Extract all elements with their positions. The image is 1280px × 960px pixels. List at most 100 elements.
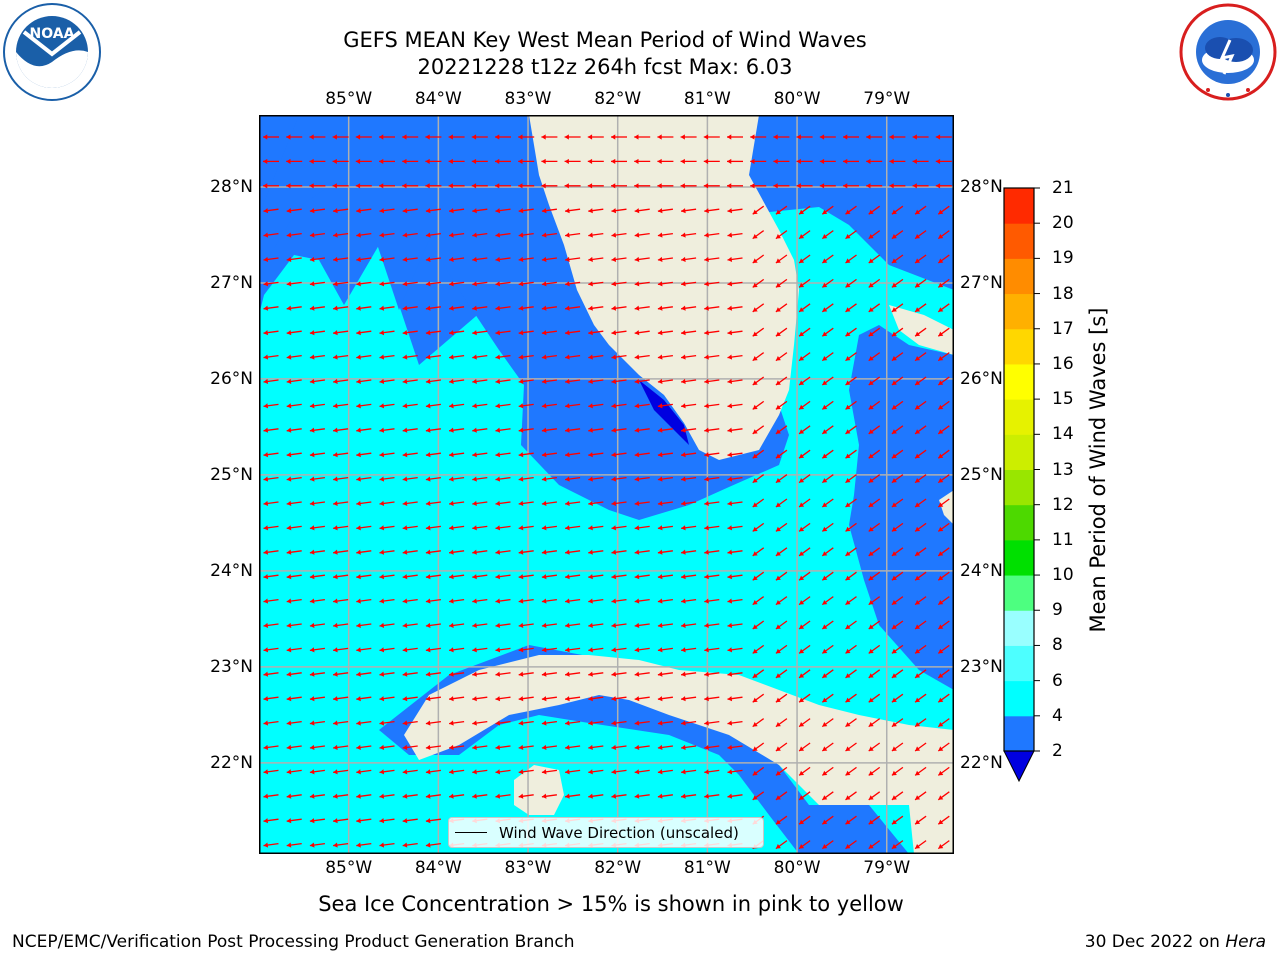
wind-wave-arrow	[727, 427, 743, 433]
wind-wave-arrow	[332, 158, 349, 164]
wind-wave-arrow	[402, 818, 418, 824]
wind-wave-arrow	[937, 693, 950, 703]
wind-wave-arrow	[611, 452, 627, 458]
wind-wave-arrow	[704, 232, 720, 238]
wind-wave-arrow	[727, 378, 743, 384]
wind-wave-arrow	[263, 500, 279, 506]
wind-wave-arrow	[657, 256, 673, 262]
wind-wave-arrow	[868, 327, 881, 337]
wind-wave-arrow	[588, 305, 604, 311]
wind-wave-arrow	[425, 574, 441, 580]
wind-wave-arrow	[912, 183, 929, 189]
wind-wave-arrow	[472, 305, 488, 311]
wind-wave-arrow	[657, 281, 673, 287]
wind-wave-arrow	[868, 791, 881, 801]
wind-wave-arrow	[611, 744, 627, 750]
wind-wave-arrow	[843, 183, 859, 189]
wind-wave-arrow	[657, 793, 673, 799]
wind-wave-arrow	[681, 696, 697, 702]
wind-wave-arrow	[798, 254, 811, 264]
wind-wave-arrow	[495, 500, 511, 506]
wind-wave-arrow	[611, 476, 627, 482]
wind-wave-arrow	[356, 232, 372, 238]
wind-wave-arrow	[588, 549, 604, 555]
wind-wave-arrow	[356, 769, 372, 775]
wind-wave-arrow	[937, 742, 950, 752]
wind-wave-arrow	[379, 598, 395, 604]
wind-wave-arrow	[704, 281, 720, 287]
wind-wave-arrow	[611, 671, 627, 677]
wind-wave-arrow	[634, 378, 650, 384]
wind-wave-arrow	[286, 793, 302, 799]
wind-wave-arrow	[379, 842, 395, 848]
colorbar-tick: 10	[1052, 565, 1074, 586]
wind-wave-arrow	[518, 696, 534, 702]
wind-wave-arrow	[891, 596, 904, 606]
wind-wave-arrow	[518, 232, 534, 238]
wind-wave-arrow	[681, 598, 697, 604]
lat-tick-left: 22°N	[210, 752, 253, 773]
wind-wave-arrow	[775, 718, 788, 728]
wind-wave-arrow	[402, 354, 418, 360]
wind-wave-arrow	[425, 476, 441, 482]
lat-tick-left: 27°N	[210, 272, 253, 293]
wind-wave-arrow	[495, 622, 511, 628]
wind-wave-arrow	[518, 793, 534, 799]
wind-wave-arrow	[798, 840, 811, 850]
wind-wave-arrow	[565, 403, 581, 409]
wind-wave-arrow	[356, 500, 372, 506]
wind-wave-arrow	[588, 476, 604, 482]
wind-wave-arrow	[518, 158, 535, 164]
wind-wave-arrow	[425, 622, 441, 628]
colorbar-tick: 13	[1052, 459, 1074, 480]
lon-tick-top: 85°W	[325, 89, 373, 109]
wind-wave-arrow	[752, 449, 765, 459]
wind-wave-arrow	[775, 376, 788, 386]
wind-wave-arrow	[704, 208, 720, 214]
wind-wave-arrow	[449, 403, 465, 409]
wind-wave-arrow	[704, 476, 720, 482]
wind-wave-arrow	[588, 354, 604, 360]
wind-wave-arrow	[634, 525, 650, 531]
wind-wave-arrow	[937, 254, 950, 264]
wind-wave-arrow	[821, 376, 834, 386]
wind-wave-arrow	[309, 476, 325, 482]
wind-wave-arrow	[518, 500, 534, 506]
date-host: Hera	[1225, 932, 1266, 952]
wind-wave-arrow	[425, 818, 441, 824]
wind-wave-arrow	[402, 525, 418, 531]
wind-wave-arrow	[704, 403, 720, 409]
wind-wave-arrow	[472, 769, 488, 775]
wind-wave-arrow	[775, 498, 788, 508]
wind-wave-arrow	[634, 744, 650, 750]
wind-wave-arrow	[681, 500, 697, 506]
wind-wave-arrow	[611, 622, 627, 628]
wind-wave-arrow	[727, 549, 743, 555]
wind-wave-arrow	[541, 671, 557, 677]
wind-wave-arrow	[775, 547, 788, 557]
wind-wave-arrow	[565, 452, 581, 458]
wind-wave-arrow	[402, 744, 418, 750]
wind-wave-arrow	[286, 769, 302, 775]
wind-wave-arrow	[657, 720, 673, 726]
wind-wave-arrow	[518, 208, 534, 214]
wind-wave-arrow	[518, 574, 534, 580]
wind-wave-arrow	[634, 598, 650, 604]
wind-wave-arrow	[868, 254, 881, 264]
lon-tick-bottom: 81°W	[683, 858, 731, 878]
wind-wave-arrow	[449, 208, 465, 214]
lon-tick-bottom: 84°W	[414, 858, 462, 878]
wind-wave-arrow	[587, 183, 604, 189]
wind-wave-arrow	[472, 256, 488, 262]
wind-wave-arrow	[937, 425, 950, 435]
wind-wave-arrow	[704, 378, 720, 384]
colorbar-tick: 17	[1052, 318, 1074, 339]
wind-wave-arrow	[588, 281, 604, 287]
wind-wave-arrow	[634, 720, 650, 726]
colorbar-segment	[1004, 188, 1034, 224]
wind-wave-arrow	[752, 718, 765, 728]
wind-wave-arrow	[541, 696, 557, 702]
wind-wave-arrow	[565, 232, 581, 238]
wind-wave-arrow	[379, 500, 395, 506]
wind-wave-arrow	[704, 793, 720, 799]
